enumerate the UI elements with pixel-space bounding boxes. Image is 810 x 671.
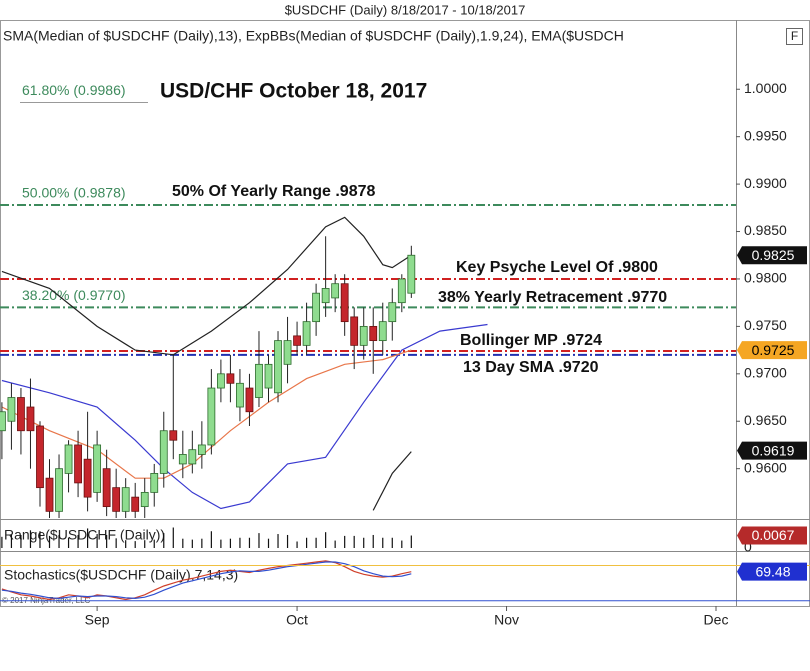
x-tick-label: Sep — [85, 612, 110, 628]
candle-body — [26, 406, 35, 432]
indicator-list: SMA(Median of $USDCHF (Daily),13), ExpBB… — [3, 28, 624, 44]
candle-body — [178, 454, 187, 465]
panel-title: Stochastics($USDCHF (Daily),7,14,3) — [4, 567, 238, 583]
candle-body — [7, 397, 16, 422]
candle-body — [36, 425, 44, 489]
range-panel — [1, 527, 412, 548]
candle-body — [340, 283, 349, 323]
annotation: USD/CHF October 18, 2017 — [160, 80, 427, 103]
y-tick-label: 0.9950 — [744, 127, 787, 143]
candle-body — [331, 283, 340, 299]
candle-body — [378, 321, 387, 342]
candle-body — [226, 373, 235, 384]
candle-body — [131, 496, 140, 512]
level-label: 38.20% (0.9770) — [22, 287, 126, 303]
y-tick-label: 0 — [744, 539, 752, 555]
price-label-box — [737, 341, 807, 360]
panel-title: Range($USDCHF (Daily)) — [4, 527, 165, 543]
candle-body — [64, 444, 73, 474]
candle-body — [17, 397, 25, 432]
stochastic-line — [1, 560, 412, 601]
candle-body — [255, 363, 263, 398]
candle-body — [102, 468, 111, 508]
candle-body — [93, 444, 102, 493]
candle-body — [350, 316, 359, 346]
annotation: Key Psyche Level Of .9800 — [456, 259, 658, 276]
stochastics-panel — [1, 560, 412, 601]
level-label: 50.00% (0.9878) — [22, 185, 126, 201]
annotation: 38% Yearly Retracement .9770 — [438, 289, 667, 306]
candle-body — [236, 382, 244, 408]
candle-body — [283, 340, 292, 365]
y-tick-label: 0.9600 — [744, 459, 787, 475]
candle-body — [74, 444, 82, 484]
candle-body — [302, 321, 311, 346]
candle-body — [369, 325, 378, 342]
candle-body — [274, 340, 282, 394]
candle-body — [388, 302, 397, 323]
candle-body — [197, 444, 206, 455]
price-label: 0.0067 — [752, 527, 795, 543]
candle-body — [169, 430, 178, 441]
candle-body — [45, 477, 54, 512]
y-tick-label: 0.9650 — [744, 412, 787, 428]
price-label-box — [737, 441, 807, 460]
candle-body — [83, 458, 92, 498]
price-label-box — [737, 246, 807, 265]
y-tick-label: 0.9850 — [744, 222, 787, 238]
candle-body — [150, 473, 159, 493]
y-tick-label: 0.9800 — [744, 270, 787, 286]
indicator-line — [1, 216, 412, 356]
candle-body — [264, 363, 273, 389]
x-tick-label: Oct — [286, 612, 308, 628]
corner-label: F — [791, 29, 798, 43]
x-tick-label: Dec — [704, 612, 729, 628]
level-label: 61.80% (0.9986) — [22, 82, 126, 98]
candle-body — [397, 278, 406, 304]
price-label: 0.9825 — [752, 247, 795, 263]
candle-body — [216, 373, 225, 389]
candle-body — [321, 288, 330, 304]
candle-body — [159, 430, 168, 474]
price-label: 0.9725 — [752, 342, 795, 358]
price-label: 69.48 — [755, 563, 790, 579]
plot-area: 61.80% (0.9986) 50.00% (0.9878) 38.20% (0.… — [0, 82, 736, 518]
stochastic-line — [1, 561, 412, 600]
candle-body — [121, 487, 130, 512]
candle-body — [312, 292, 321, 323]
candle-body — [245, 387, 254, 413]
annotation: 13 Day SMA .9720 — [463, 359, 599, 376]
y-tick-label: 1.0000 — [744, 80, 787, 96]
candle-body — [293, 335, 301, 346]
candle-body — [55, 468, 63, 512]
x-tick-label: Nov — [494, 612, 519, 628]
candle-body — [188, 449, 197, 465]
candle-body — [359, 325, 368, 346]
chart-title: $USDCHF (Daily) 8/18/2017 - 10/18/2017 — [285, 2, 526, 17]
candle-body — [407, 254, 416, 294]
price-label: 0.9619 — [752, 442, 795, 458]
candle-body — [0, 411, 6, 432]
y-tick-label: 0.9900 — [744, 175, 787, 191]
indicator-line — [372, 451, 412, 511]
y-tick-label: 0.9750 — [744, 317, 787, 333]
candle-body — [112, 487, 121, 512]
y-tick-label: 0.9700 — [744, 365, 787, 381]
indicator-line — [1, 323, 488, 510]
price-label-box — [737, 562, 807, 581]
annotation: 50% Of Yearly Range .9878 — [172, 183, 375, 200]
candle-body — [207, 387, 216, 446]
candle-body — [140, 491, 149, 508]
annotation: Bollinger MP .9724 — [460, 332, 602, 349]
corner-box — [786, 28, 803, 45]
price-label-box — [737, 526, 807, 545]
